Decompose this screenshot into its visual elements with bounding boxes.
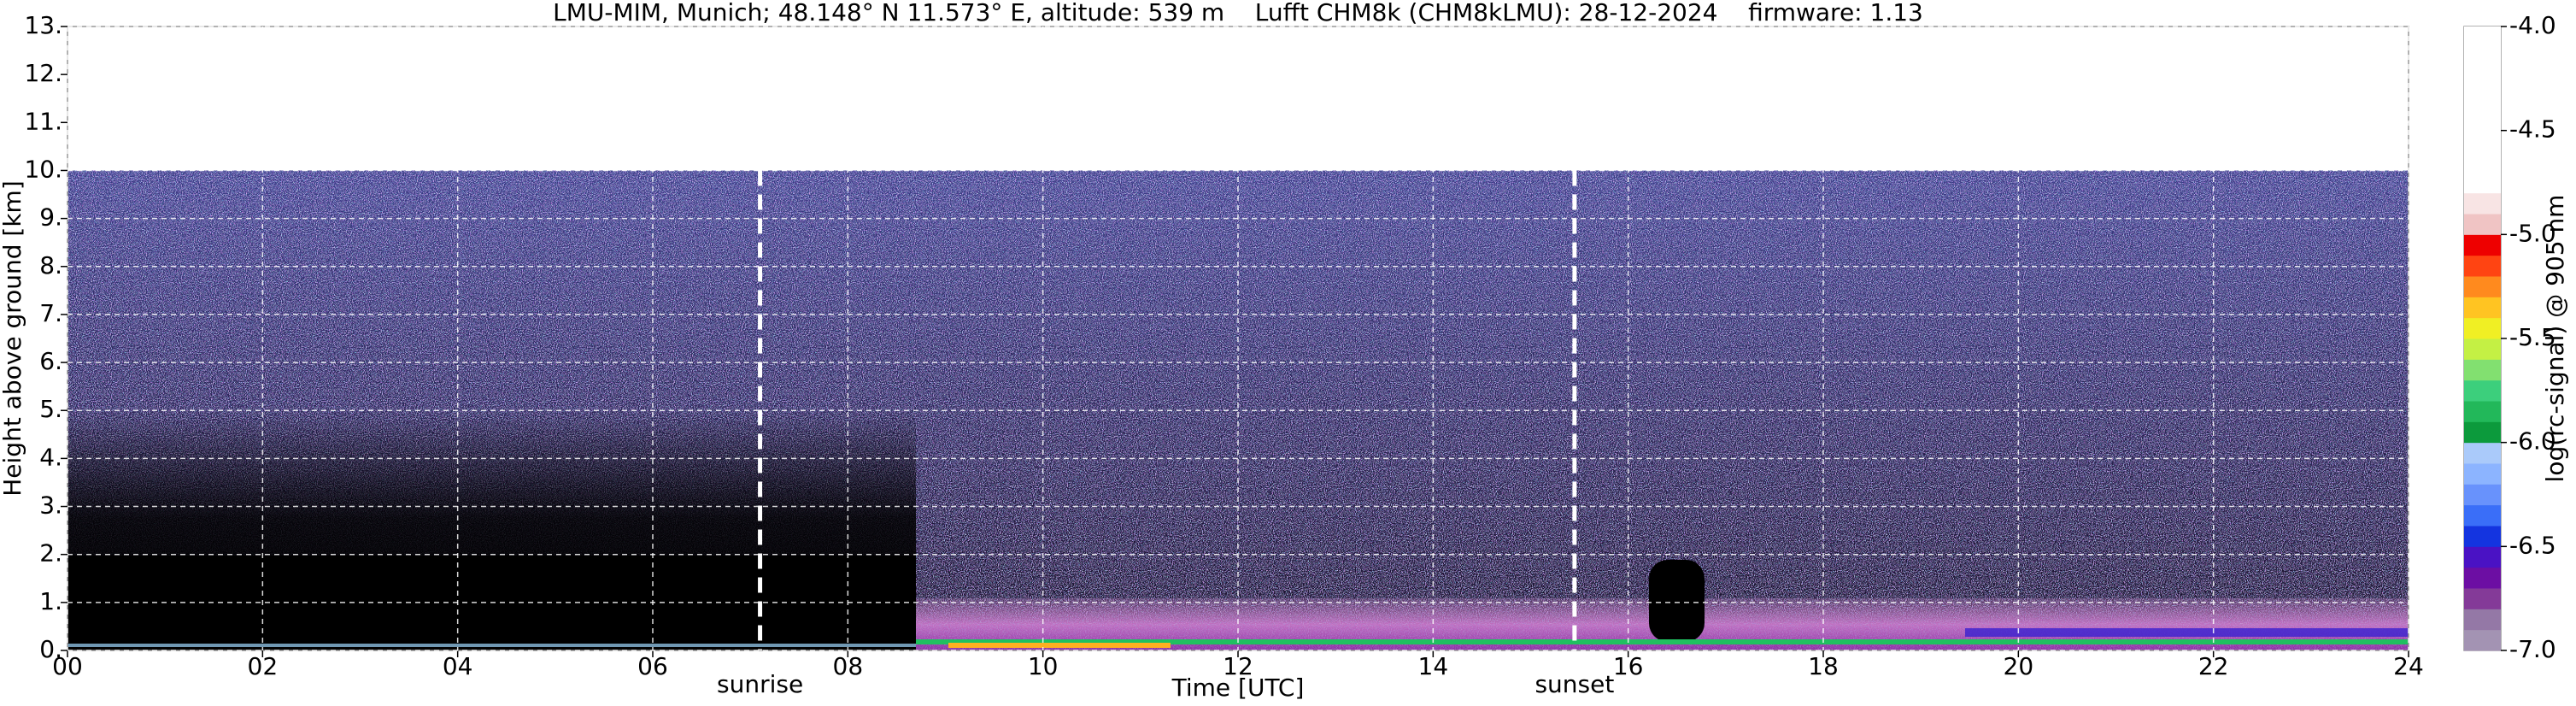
- colorbar-segment: [2464, 463, 2501, 485]
- colorbar-tick-label: -4.5: [2509, 115, 2556, 144]
- colorbar-segment: [2464, 338, 2501, 360]
- colorbar-segment: [2464, 317, 2501, 339]
- x-tick-label: 20: [2004, 652, 2034, 680]
- colorbar-tick-label: -6.0: [2509, 427, 2556, 456]
- x-tick-label: 12: [1223, 652, 1253, 680]
- annotation-label: sunrise: [717, 670, 803, 698]
- x-tick-label: 24: [2393, 652, 2424, 680]
- x-tick-label: 22: [2198, 652, 2229, 680]
- colorbar-segment: [2464, 526, 2501, 547]
- colorbar-segment: [2464, 26, 2501, 48]
- y-tick-label: 12.: [24, 59, 62, 87]
- y-tick-label: 9.: [39, 203, 62, 232]
- colorbar-segment: [2464, 47, 2501, 69]
- colorbar-tick-label: -5.0: [2509, 219, 2556, 247]
- colorbar-segment: [2464, 609, 2501, 631]
- y-tick-label: 3.: [39, 491, 62, 520]
- colorbar-segment: [2464, 401, 2501, 422]
- colorbar-segment: [2464, 214, 2501, 235]
- colorbar-segment: [2464, 255, 2501, 277]
- chart-title: LMU-MIM, Munich; 48.148° N 11.573° E, al…: [553, 0, 1923, 26]
- colorbar-segment: [2464, 442, 2501, 464]
- colorbar-segment: [2464, 130, 2501, 152]
- colorbar-tick-label: -7.0: [2509, 635, 2556, 663]
- y-tick-label: 1.: [39, 587, 62, 615]
- colorbar-label: log(rc-signal) @ 905 nm: [2541, 195, 2569, 483]
- colorbar-segment: [2464, 484, 2501, 506]
- x-tick-label: 06: [637, 652, 668, 680]
- y-tick-label: 5.: [39, 395, 62, 423]
- x-tick-label: 18: [1808, 652, 1839, 680]
- colorbar-segment: [2464, 297, 2501, 319]
- colorbar-segment: [2464, 172, 2501, 194]
- colorbar-tick-label: -6.5: [2509, 531, 2556, 559]
- x-tick-label: 00: [52, 652, 83, 680]
- y-tick-label: 2.: [39, 539, 62, 568]
- x-tick-label: 04: [443, 652, 473, 680]
- y-axis-label: Height above ground [km]: [0, 180, 26, 497]
- x-tick-label: 16: [1613, 652, 1644, 680]
- colorbar-segment: [2464, 89, 2501, 110]
- backscatter-image: [67, 170, 2409, 650]
- colorbar-segment: [2464, 234, 2501, 256]
- y-tick-label: 6.: [39, 347, 62, 375]
- colorbar-segment: [2464, 276, 2501, 297]
- x-tick-label: 10: [1028, 652, 1059, 680]
- x-tick-label: 02: [248, 652, 279, 680]
- y-tick-label: 4.: [39, 443, 62, 471]
- y-tick-label: 11.: [24, 107, 62, 135]
- colorbar-segment: [2464, 588, 2501, 609]
- y-tick-label: 0.: [39, 635, 62, 663]
- x-tick-label: 08: [833, 652, 864, 680]
- colorbar-tick-label: -5.5: [2509, 323, 2556, 351]
- colorbar-segment: [2464, 359, 2501, 381]
- colorbar-segment: [2464, 151, 2501, 173]
- colorbar-segment: [2464, 504, 2501, 527]
- y-tick-label: 7.: [39, 299, 62, 327]
- annotation-label: sunset: [1534, 670, 1614, 698]
- colorbar-segment: [2464, 629, 2501, 651]
- colorbar-segment: [2464, 192, 2501, 215]
- x-axis-label: Time [UTC]: [1171, 674, 1305, 702]
- colorbar-segment: [2464, 109, 2501, 132]
- colorbar-segment: [2464, 546, 2501, 568]
- colorbar-segment: [2464, 421, 2501, 444]
- colorbar-segment: [2464, 379, 2501, 402]
- colorbar-tick-label: -4.0: [2509, 11, 2556, 39]
- y-tick-label: 10.: [24, 155, 62, 183]
- colorbar-segment: [2464, 567, 2501, 589]
- colorbar-segment: [2464, 68, 2501, 90]
- y-tick-label: 8.: [39, 251, 62, 279]
- y-tick-label: 13.: [24, 11, 62, 39]
- x-tick-label: 14: [1418, 652, 1449, 680]
